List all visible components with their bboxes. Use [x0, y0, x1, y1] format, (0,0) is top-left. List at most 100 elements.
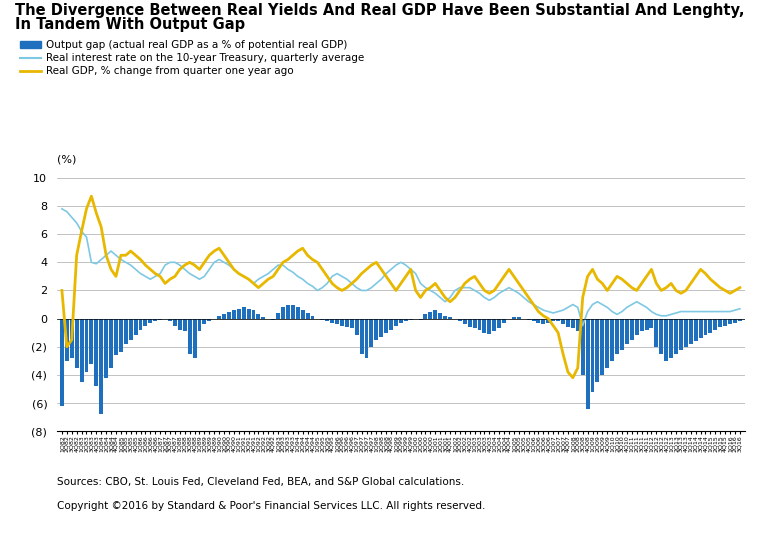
Bar: [330, 319, 334, 323]
Bar: [556, 319, 560, 321]
Text: Copyright ©2016 by Standard & Poor's Financial Services LLC. All rights reserved: Copyright ©2016 by Standard & Poor's Fin…: [57, 501, 486, 512]
Bar: [497, 319, 501, 328]
Bar: [173, 319, 177, 326]
Text: Sources: CBO, St. Louis Fed, Cleveland Fed, BEA, and S&P Global calculations.: Sources: CBO, St. Louis Fed, Cleveland F…: [57, 477, 464, 487]
Bar: [301, 310, 305, 319]
Bar: [644, 319, 648, 330]
Bar: [134, 319, 138, 335]
Bar: [311, 316, 315, 319]
Bar: [605, 319, 610, 368]
Bar: [620, 319, 624, 350]
Bar: [694, 319, 698, 341]
Bar: [566, 319, 570, 327]
Bar: [306, 313, 309, 319]
Bar: [531, 319, 536, 321]
Bar: [625, 319, 629, 344]
Bar: [439, 313, 442, 319]
Bar: [138, 319, 142, 330]
Bar: [335, 319, 339, 324]
Bar: [571, 319, 575, 328]
Bar: [689, 319, 692, 344]
Bar: [527, 319, 530, 320]
Bar: [158, 319, 162, 320]
Bar: [463, 319, 467, 324]
Bar: [389, 319, 393, 330]
Bar: [94, 319, 98, 386]
Bar: [207, 319, 211, 321]
Bar: [232, 310, 236, 319]
Bar: [630, 319, 634, 340]
Bar: [128, 319, 133, 340]
Bar: [698, 319, 702, 338]
Bar: [674, 319, 678, 354]
Bar: [423, 314, 427, 319]
Bar: [654, 319, 658, 347]
Bar: [350, 319, 353, 328]
Bar: [473, 319, 477, 328]
Text: (%): (%): [57, 154, 76, 164]
Bar: [369, 319, 373, 347]
Bar: [477, 319, 482, 330]
Bar: [684, 319, 688, 347]
Bar: [124, 319, 128, 344]
Bar: [355, 319, 359, 335]
Bar: [576, 319, 580, 331]
Bar: [404, 319, 408, 321]
Bar: [104, 319, 108, 378]
Bar: [202, 319, 207, 324]
Bar: [182, 319, 187, 331]
Bar: [227, 312, 231, 319]
Bar: [114, 319, 118, 355]
Bar: [467, 319, 472, 327]
Bar: [679, 319, 683, 350]
Text: The Divergence Between Real Yields And Real GDP Have Been Substantial And Lenght: The Divergence Between Real Yields And R…: [15, 3, 745, 18]
Bar: [650, 319, 654, 328]
Bar: [90, 319, 93, 364]
Bar: [537, 319, 540, 323]
Bar: [714, 319, 717, 330]
Bar: [325, 319, 329, 321]
Bar: [256, 314, 261, 319]
Bar: [419, 319, 423, 320]
Bar: [340, 319, 344, 326]
Bar: [448, 317, 452, 319]
Bar: [252, 310, 255, 319]
Bar: [109, 319, 113, 368]
Bar: [517, 317, 521, 319]
Bar: [546, 319, 550, 323]
Bar: [365, 319, 369, 358]
Bar: [394, 319, 398, 326]
Bar: [724, 319, 727, 326]
Bar: [561, 319, 565, 324]
Bar: [296, 307, 299, 319]
Bar: [483, 319, 486, 333]
Bar: [733, 319, 737, 323]
Bar: [242, 307, 245, 319]
Bar: [188, 319, 192, 354]
Bar: [375, 319, 378, 340]
Bar: [738, 319, 742, 321]
Bar: [168, 319, 172, 321]
Bar: [409, 319, 413, 320]
Bar: [615, 319, 619, 354]
Bar: [154, 319, 157, 321]
Bar: [708, 319, 712, 333]
Bar: [591, 319, 594, 392]
Bar: [119, 319, 123, 353]
Bar: [433, 310, 437, 319]
Bar: [291, 305, 295, 319]
Text: In Tandem With Output Gap: In Tandem With Output Gap: [15, 17, 245, 32]
Bar: [581, 319, 584, 375]
Bar: [65, 319, 69, 361]
Bar: [492, 319, 496, 331]
Bar: [718, 319, 722, 327]
Bar: [192, 319, 197, 358]
Bar: [635, 319, 638, 335]
Bar: [222, 314, 226, 319]
Bar: [429, 312, 432, 319]
Bar: [148, 319, 152, 323]
Bar: [237, 309, 241, 319]
Bar: [551, 319, 555, 321]
Bar: [359, 319, 363, 354]
Bar: [80, 319, 84, 382]
